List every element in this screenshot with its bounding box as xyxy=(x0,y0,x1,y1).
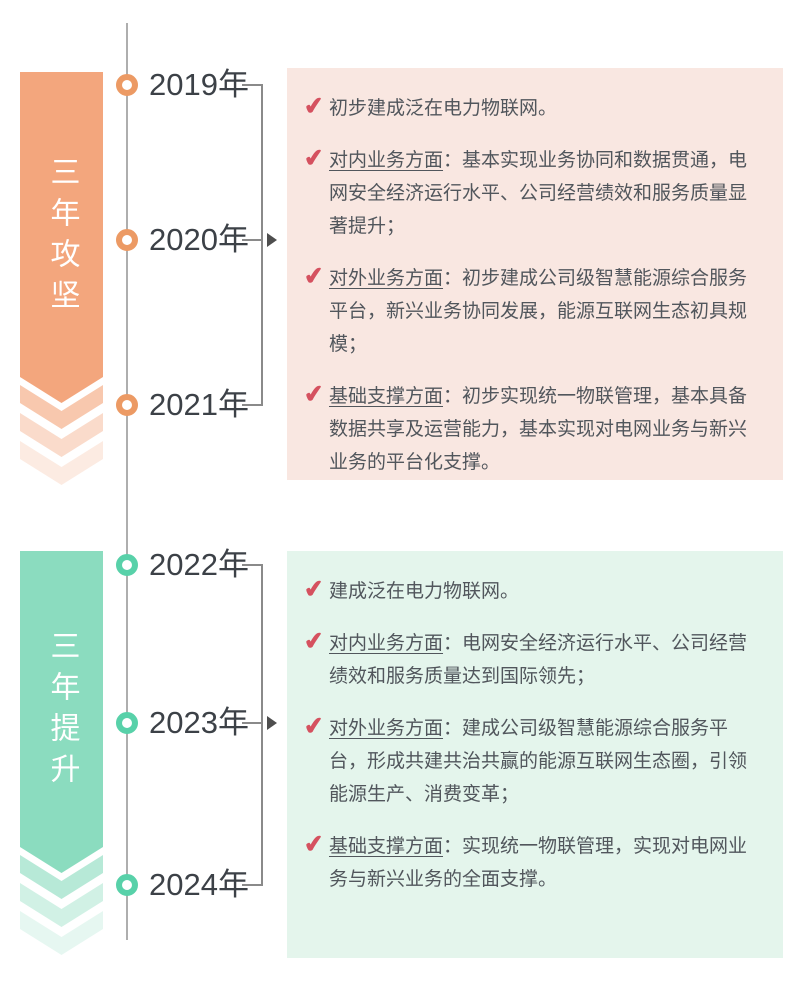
check-icon: ✔ xyxy=(302,92,326,121)
bullet-body: ：电网安全经济运行水平、公司经营绩效和服务质量达到国际领先； xyxy=(329,633,748,687)
check-icon: ✔ xyxy=(302,380,326,409)
bullet-body: ：初步实现统一物联管理，基本具备数据共享及运营能力，基本实现对电网业务与新兴业务… xyxy=(329,386,748,473)
check-icon: ✔ xyxy=(302,712,326,741)
bullet-item: ✔ 基础支撑方面：初步实现统一物联管理，基本具备数据共享及运营能力，基本实现对电… xyxy=(299,380,759,479)
bullet-text: 基础支撑方面：初步实现统一物联管理，基本具备数据共享及运营能力，基本实现对电网业… xyxy=(329,380,759,479)
bullet-label: 基础支撑方面 xyxy=(329,386,444,407)
bracket-spine xyxy=(261,84,263,406)
year-marker xyxy=(116,229,138,251)
bullet-body: ：基本实现业务协同和数据贯通，电网安全经济运行水平、公司经营绩效和服务质量显著提… xyxy=(329,150,748,237)
phase1-ribbon: 三年攻坚 xyxy=(20,72,103,485)
year-marker xyxy=(116,394,138,416)
bullet-item: ✔ 基础支撑方面：实现统一物联管理，实现对电网业务与新兴业务的全面支撑。 xyxy=(299,830,759,896)
bullet-body: 建成泛在电力物联网。 xyxy=(329,581,520,602)
year-label: 2021年 xyxy=(149,387,249,422)
year-marker xyxy=(116,712,138,734)
bullet-label: 对外业务方面 xyxy=(329,268,444,289)
check-icon: ✔ xyxy=(302,575,326,604)
bullet-item: ✔ 对外业务方面：初步建成公司级智慧能源综合服务平台，新兴业务协同发展，能源互联… xyxy=(299,262,759,361)
bullet-label: 对内业务方面 xyxy=(329,633,444,654)
year-label: 2020年 xyxy=(149,222,249,257)
year-marker xyxy=(116,554,138,576)
ribbon-label: 三年攻坚 xyxy=(45,155,79,320)
bracket-tick xyxy=(242,884,262,886)
year-label: 2022年 xyxy=(149,547,249,582)
bullet-label: 基础支撑方面 xyxy=(329,836,444,857)
bullet-label: 对外业务方面 xyxy=(329,718,444,739)
bracket-tick xyxy=(242,404,262,406)
timeline-line xyxy=(126,23,128,940)
bullet-text: 对外业务方面：建成公司级智慧能源综合服务平台，形成共建共治共赢的能源互联网生态圈… xyxy=(329,712,759,811)
year-label: 2023年 xyxy=(149,705,249,740)
right-arrow-icon xyxy=(267,233,277,247)
bullet-item: ✔ 对内业务方面：基本实现业务协同和数据贯通，电网安全经济运行水平、公司经营绩效… xyxy=(299,144,759,243)
phase1-panel: ✔ 初步建成泛在电力物联网。 ✔ 对内业务方面：基本实现业务协同和数据贯通，电网… xyxy=(287,68,783,480)
ribbon-banner: 三年提升 xyxy=(20,551,103,873)
bullet-item: ✔ 对外业务方面：建成公司级智慧能源综合服务平台，形成共建共治共赢的能源互联网生… xyxy=(299,712,759,811)
year-marker xyxy=(116,874,138,896)
bullet-body: ：初步建成公司级智慧能源综合服务平台，新兴业务协同发展，能源互联网生态初具规模； xyxy=(329,268,748,355)
bullet-body: ：实现统一物联管理，实现对电网业务与新兴业务的全面支撑。 xyxy=(329,836,748,890)
bracket-spine xyxy=(261,564,263,886)
bullet-body: 初步建成泛在电力物联网。 xyxy=(329,98,558,119)
bullet-item: ✔ 建成泛在电力物联网。 xyxy=(299,575,759,608)
check-icon: ✔ xyxy=(302,262,326,291)
bullet-label: 对内业务方面 xyxy=(329,150,444,171)
year-label: 2024年 xyxy=(149,867,249,902)
check-icon: ✔ xyxy=(302,830,326,859)
bullet-text: 建成泛在电力物联网。 xyxy=(329,575,519,608)
check-icon: ✔ xyxy=(302,627,326,656)
bullet-text: 对内业务方面：电网安全经济运行水平、公司经营绩效和服务质量达到国际领先； xyxy=(329,627,759,693)
check-icon: ✔ xyxy=(302,144,326,173)
bullet-text: 对内业务方面：基本实现业务协同和数据贯通，电网安全经济运行水平、公司经营绩效和服… xyxy=(329,144,759,243)
ribbon-banner: 三年攻坚 xyxy=(20,72,103,403)
bracket-tick xyxy=(242,722,262,724)
year-label: 2019年 xyxy=(149,67,249,102)
bullet-body: ：建成公司级智慧能源综合服务平台，形成共建共治共赢的能源互联网生态圈，引领能源生… xyxy=(329,718,748,805)
bullet-text: 对外业务方面：初步建成公司级智慧能源综合服务平台，新兴业务协同发展，能源互联网生… xyxy=(329,262,759,361)
phase2-panel: ✔ 建成泛在电力物联网。 ✔ 对内业务方面：电网安全经济运行水平、公司经营绩效和… xyxy=(287,551,783,958)
year-marker xyxy=(116,74,138,96)
ribbon-label: 三年提升 xyxy=(45,630,79,794)
bullet-text: 初步建成泛在电力物联网。 xyxy=(329,92,557,125)
bracket-tick xyxy=(242,239,262,241)
bracket-tick xyxy=(242,564,262,566)
bracket-tick xyxy=(242,84,262,86)
bullet-item: ✔ 初步建成泛在电力物联网。 xyxy=(299,92,759,125)
phase2-ribbon: 三年提升 xyxy=(20,551,103,955)
bullet-item: ✔ 对内业务方面：电网安全经济运行水平、公司经营绩效和服务质量达到国际领先； xyxy=(299,627,759,693)
bullet-text: 基础支撑方面：实现统一物联管理，实现对电网业务与新兴业务的全面支撑。 xyxy=(329,830,759,896)
right-arrow-icon xyxy=(267,716,277,730)
